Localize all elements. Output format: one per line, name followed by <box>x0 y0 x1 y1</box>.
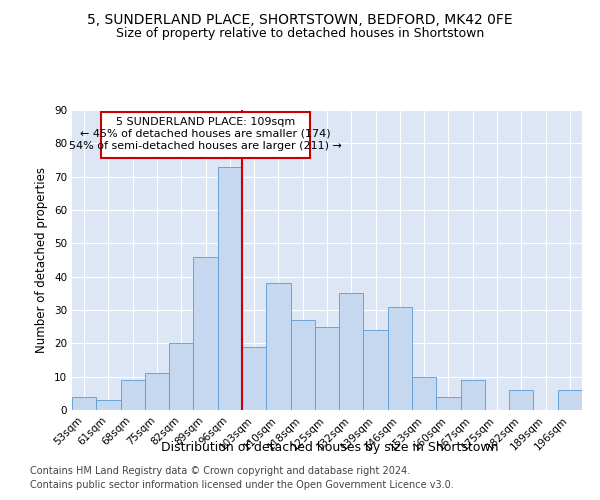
Bar <box>218 166 242 410</box>
Bar <box>290 320 315 410</box>
Bar <box>169 344 193 410</box>
Bar <box>364 330 388 410</box>
Text: ← 45% of detached houses are smaller (174): ← 45% of detached houses are smaller (17… <box>80 129 331 139</box>
Text: Size of property relative to detached houses in Shortstown: Size of property relative to detached ho… <box>116 28 484 40</box>
FancyBboxPatch shape <box>101 112 310 158</box>
Bar <box>509 390 533 410</box>
Bar <box>315 326 339 410</box>
Text: 5 SUNDERLAND PLACE: 109sqm: 5 SUNDERLAND PLACE: 109sqm <box>116 118 295 128</box>
Bar <box>96 400 121 410</box>
Bar <box>558 390 582 410</box>
Bar <box>145 374 169 410</box>
Text: Contains public sector information licensed under the Open Government Licence v3: Contains public sector information licen… <box>30 480 454 490</box>
Bar <box>436 396 461 410</box>
Bar <box>242 346 266 410</box>
Bar <box>339 294 364 410</box>
Bar <box>121 380 145 410</box>
Text: 5, SUNDERLAND PLACE, SHORTSTOWN, BEDFORD, MK42 0FE: 5, SUNDERLAND PLACE, SHORTSTOWN, BEDFORD… <box>87 12 513 26</box>
Text: Distribution of detached houses by size in Shortstown: Distribution of detached houses by size … <box>161 441 499 454</box>
Bar <box>72 396 96 410</box>
Bar <box>461 380 485 410</box>
Bar <box>388 306 412 410</box>
Y-axis label: Number of detached properties: Number of detached properties <box>35 167 49 353</box>
Bar <box>266 284 290 410</box>
Text: 54% of semi-detached houses are larger (211) →: 54% of semi-detached houses are larger (… <box>69 140 342 150</box>
Bar <box>193 256 218 410</box>
Text: Contains HM Land Registry data © Crown copyright and database right 2024.: Contains HM Land Registry data © Crown c… <box>30 466 410 476</box>
Bar <box>412 376 436 410</box>
